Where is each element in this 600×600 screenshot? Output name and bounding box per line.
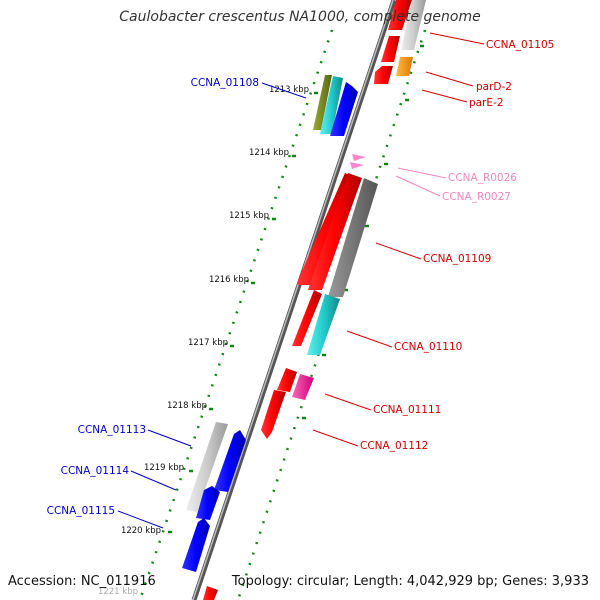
tick-label-1216: 1216 kbp: [209, 275, 249, 285]
tick-label-1221: 1221 kbp: [98, 587, 138, 597]
gene-red-bottom: [203, 586, 218, 600]
forward-gene-labels: CCNA_01105 parD-2 parE-2 CCNA_01109 CCNA…: [360, 39, 554, 452]
gene-blue-ccna-01115: [182, 518, 210, 572]
scale-tick-labels: 1213 kbp 1214 kbp 1215 kbp 1216 kbp 1217…: [98, 85, 309, 597]
label-ccna-01112[interactable]: CCNA_01112: [360, 440, 428, 452]
label-pard-2[interactable]: parD-2: [476, 81, 512, 93]
rna-pink-r0026: [352, 154, 366, 161]
gene-cyan-ccna-01108: [320, 76, 343, 134]
genome-backbone: [191, 0, 397, 600]
label-ccna-r0027[interactable]: CCNA_R0027: [442, 191, 511, 203]
label-ccna-01114[interactable]: CCNA_01114: [61, 465, 130, 477]
gene-olive-ccna-01108: [313, 75, 332, 130]
rna-labels: CCNA_R0026 CCNA_R0027: [442, 172, 517, 203]
gene-lightgray-top: [401, 0, 426, 50]
gene-red-ccna-01109-b: [308, 173, 362, 290]
label-ccna-01108[interactable]: CCNA_01108: [191, 77, 259, 89]
gene-gray-ccna-01109: [328, 178, 378, 297]
rna-pink-r0027: [350, 162, 364, 169]
label-ccna-01111[interactable]: CCNA_01111: [373, 404, 441, 416]
label-ccna-01115[interactable]: CCNA_01115: [47, 505, 115, 517]
gene-magenta-ccna-01111: [292, 374, 314, 400]
forward-strand-genes: [203, 0, 426, 600]
label-ccna-01113[interactable]: CCNA_01113: [78, 424, 146, 436]
label-ccna-r0026[interactable]: CCNA_R0026: [448, 172, 517, 184]
tick-label-1220: 1220 kbp: [121, 526, 161, 536]
gene-red-top-1: [388, 0, 412, 30]
tick-label-1219: 1219 kbp: [144, 463, 184, 473]
genome-backbone-highlight: [192, 0, 394, 600]
label-pare-2[interactable]: parE-2: [469, 97, 504, 109]
gene-lightgray-ccna-01113: [186, 422, 228, 512]
inner-tick-track: [138, 29, 334, 600]
gene-red-top-2: [381, 36, 400, 62]
label-ccna-01109[interactable]: CCNA_01109: [423, 253, 491, 265]
gene-cyan-ccna-01110: [307, 294, 340, 355]
tick-label-1218: 1218 kbp: [167, 401, 207, 411]
gene-red-ccna-01112: [261, 390, 286, 439]
accession-text: Accession: NC_011916: [8, 574, 156, 589]
tick-label-1215: 1215 kbp: [229, 211, 269, 221]
tick-label-1217: 1217 kbp: [188, 338, 228, 348]
gene-orange-pare: [396, 57, 413, 76]
reverse-gene-labels: CCNA_01108 CCNA_01113 CCNA_01114 CCNA_01…: [47, 77, 259, 517]
reverse-strand-genes: [182, 75, 358, 572]
gene-blue-ccna-01113: [214, 430, 246, 492]
label-ccna-01105[interactable]: CCNA_01105: [486, 39, 554, 51]
gene-red-ccna-01110-a: [292, 290, 322, 346]
tick-label-1214: 1214 kbp: [249, 148, 289, 158]
reverse-callouts: [117, 82, 307, 529]
forward-callouts: [312, 32, 485, 447]
rna-callouts: [395, 167, 447, 197]
gene-blue-ccna-01108: [330, 82, 358, 136]
gene-blue-ccna-01114: [196, 486, 220, 520]
gene-red-ccna-01111-a: [277, 368, 297, 392]
map-title: Caulobacter crescentus NA1000, complete …: [119, 9, 481, 25]
gene-red-pard: [374, 66, 393, 84]
topology-text: Topology: circular; Length: 4,042,929 bp…: [231, 574, 589, 589]
label-ccna-01110[interactable]: CCNA_01110: [394, 341, 462, 353]
outer-tick-track: [236, 29, 427, 600]
tick-label-1213: 1213 kbp: [269, 85, 309, 95]
